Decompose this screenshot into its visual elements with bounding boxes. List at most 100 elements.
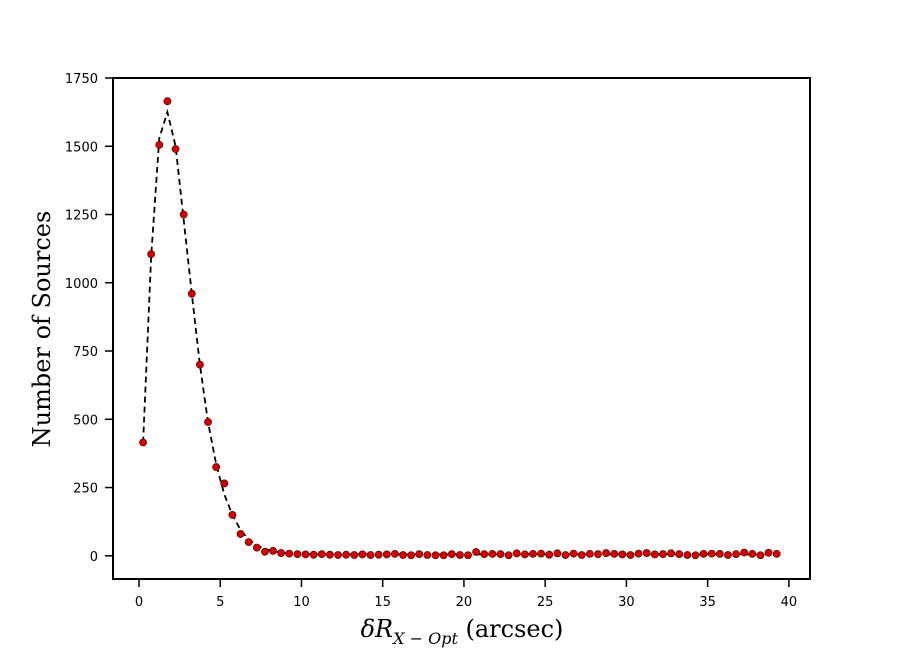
data-point [740,548,749,557]
x-axis-title-unit: (arcsec) [458,615,564,643]
data-point [715,549,724,558]
data-point [650,550,659,559]
data-point [334,551,342,559]
x-tick-label: 35 [699,595,716,610]
data-point [374,550,383,559]
data-points-layer [139,97,781,560]
x-tick-label: 30 [618,595,635,610]
axis-ticks: 0 5 10 15 20 25 30 35 40 0 250 500 750 1000 1250 1500 17… [65,72,797,610]
data-point [220,479,229,488]
data-point [455,551,464,559]
x-tick-label: 40 [781,595,798,610]
x-tick-label: 5 [216,595,224,610]
fit-curve [142,108,777,556]
data-point [171,145,180,153]
data-point [212,463,221,471]
data-point [569,549,578,558]
data-point [431,551,440,560]
plot-frame [112,77,811,580]
data-point [512,549,521,558]
data-point [464,551,472,560]
data-point [293,550,302,559]
data-point [277,549,286,557]
data-point [504,551,513,560]
x-axis-title-main: δR [361,615,394,643]
data-point [545,550,554,559]
data-point [480,550,489,559]
y-tick-label: 750 [73,345,98,360]
data-point [399,551,407,559]
data-point [772,549,781,558]
data-point [602,549,610,557]
data-point [285,549,294,558]
data-point [626,551,635,559]
data-point [147,250,156,259]
x-tick-label: 10 [293,595,310,610]
data-point [610,549,619,558]
data-point [561,551,570,559]
y-tick-label: 1750 [65,72,98,87]
data-point [317,550,326,559]
data-point [642,549,651,557]
data-point [366,551,375,559]
data-point [764,548,773,557]
data-point [261,547,269,556]
y-tick-label: 250 [73,482,98,497]
data-point [447,550,456,559]
data-point [252,543,261,552]
data-point [187,289,196,298]
data-point [594,550,602,559]
data-point [204,418,212,426]
data-point [634,549,643,558]
data-point [691,551,700,560]
data-point [228,510,237,519]
data-point [748,549,757,558]
data-point [358,550,367,559]
data-point [724,551,732,559]
data-point [415,550,424,559]
data-point [244,538,253,547]
data-point [520,550,529,559]
data-point [301,550,310,559]
data-point [699,549,708,558]
data-point [553,549,562,558]
data-point [488,549,497,558]
data-point [309,550,318,559]
data-point [325,550,334,559]
x-tick-label: 20 [456,595,473,610]
data-point [342,550,351,559]
data-point [529,549,537,558]
y-tick-label: 1000 [65,277,98,292]
data-point [236,530,245,538]
data-point [683,551,692,559]
fit-curve-layer [142,108,777,556]
data-point [382,550,391,559]
x-tick-label: 15 [374,595,391,610]
data-point [707,549,716,558]
data-point [350,551,359,559]
data-point [439,551,448,560]
data-point [390,549,399,558]
data-point [577,551,586,559]
data-point [196,360,204,369]
data-point [756,551,765,560]
x-axis-title: δRX − Opt (arcsec) [361,615,564,648]
data-point [472,548,481,556]
x-tick-label: 0 [135,595,143,610]
x-tick-label: 25 [537,595,554,610]
data-point [179,210,188,219]
data-point [537,549,546,558]
data-point [659,550,667,559]
data-point [585,549,594,558]
y-tick-label: 0 [90,550,98,565]
data-point [667,549,675,558]
data-point [496,550,505,559]
data-point [732,550,740,559]
data-point [423,551,432,559]
data-point [155,140,164,149]
data-point [163,97,172,106]
x-axis-title-subscript: X − Opt [391,629,458,648]
data-point [269,546,277,555]
data-point [618,550,627,559]
